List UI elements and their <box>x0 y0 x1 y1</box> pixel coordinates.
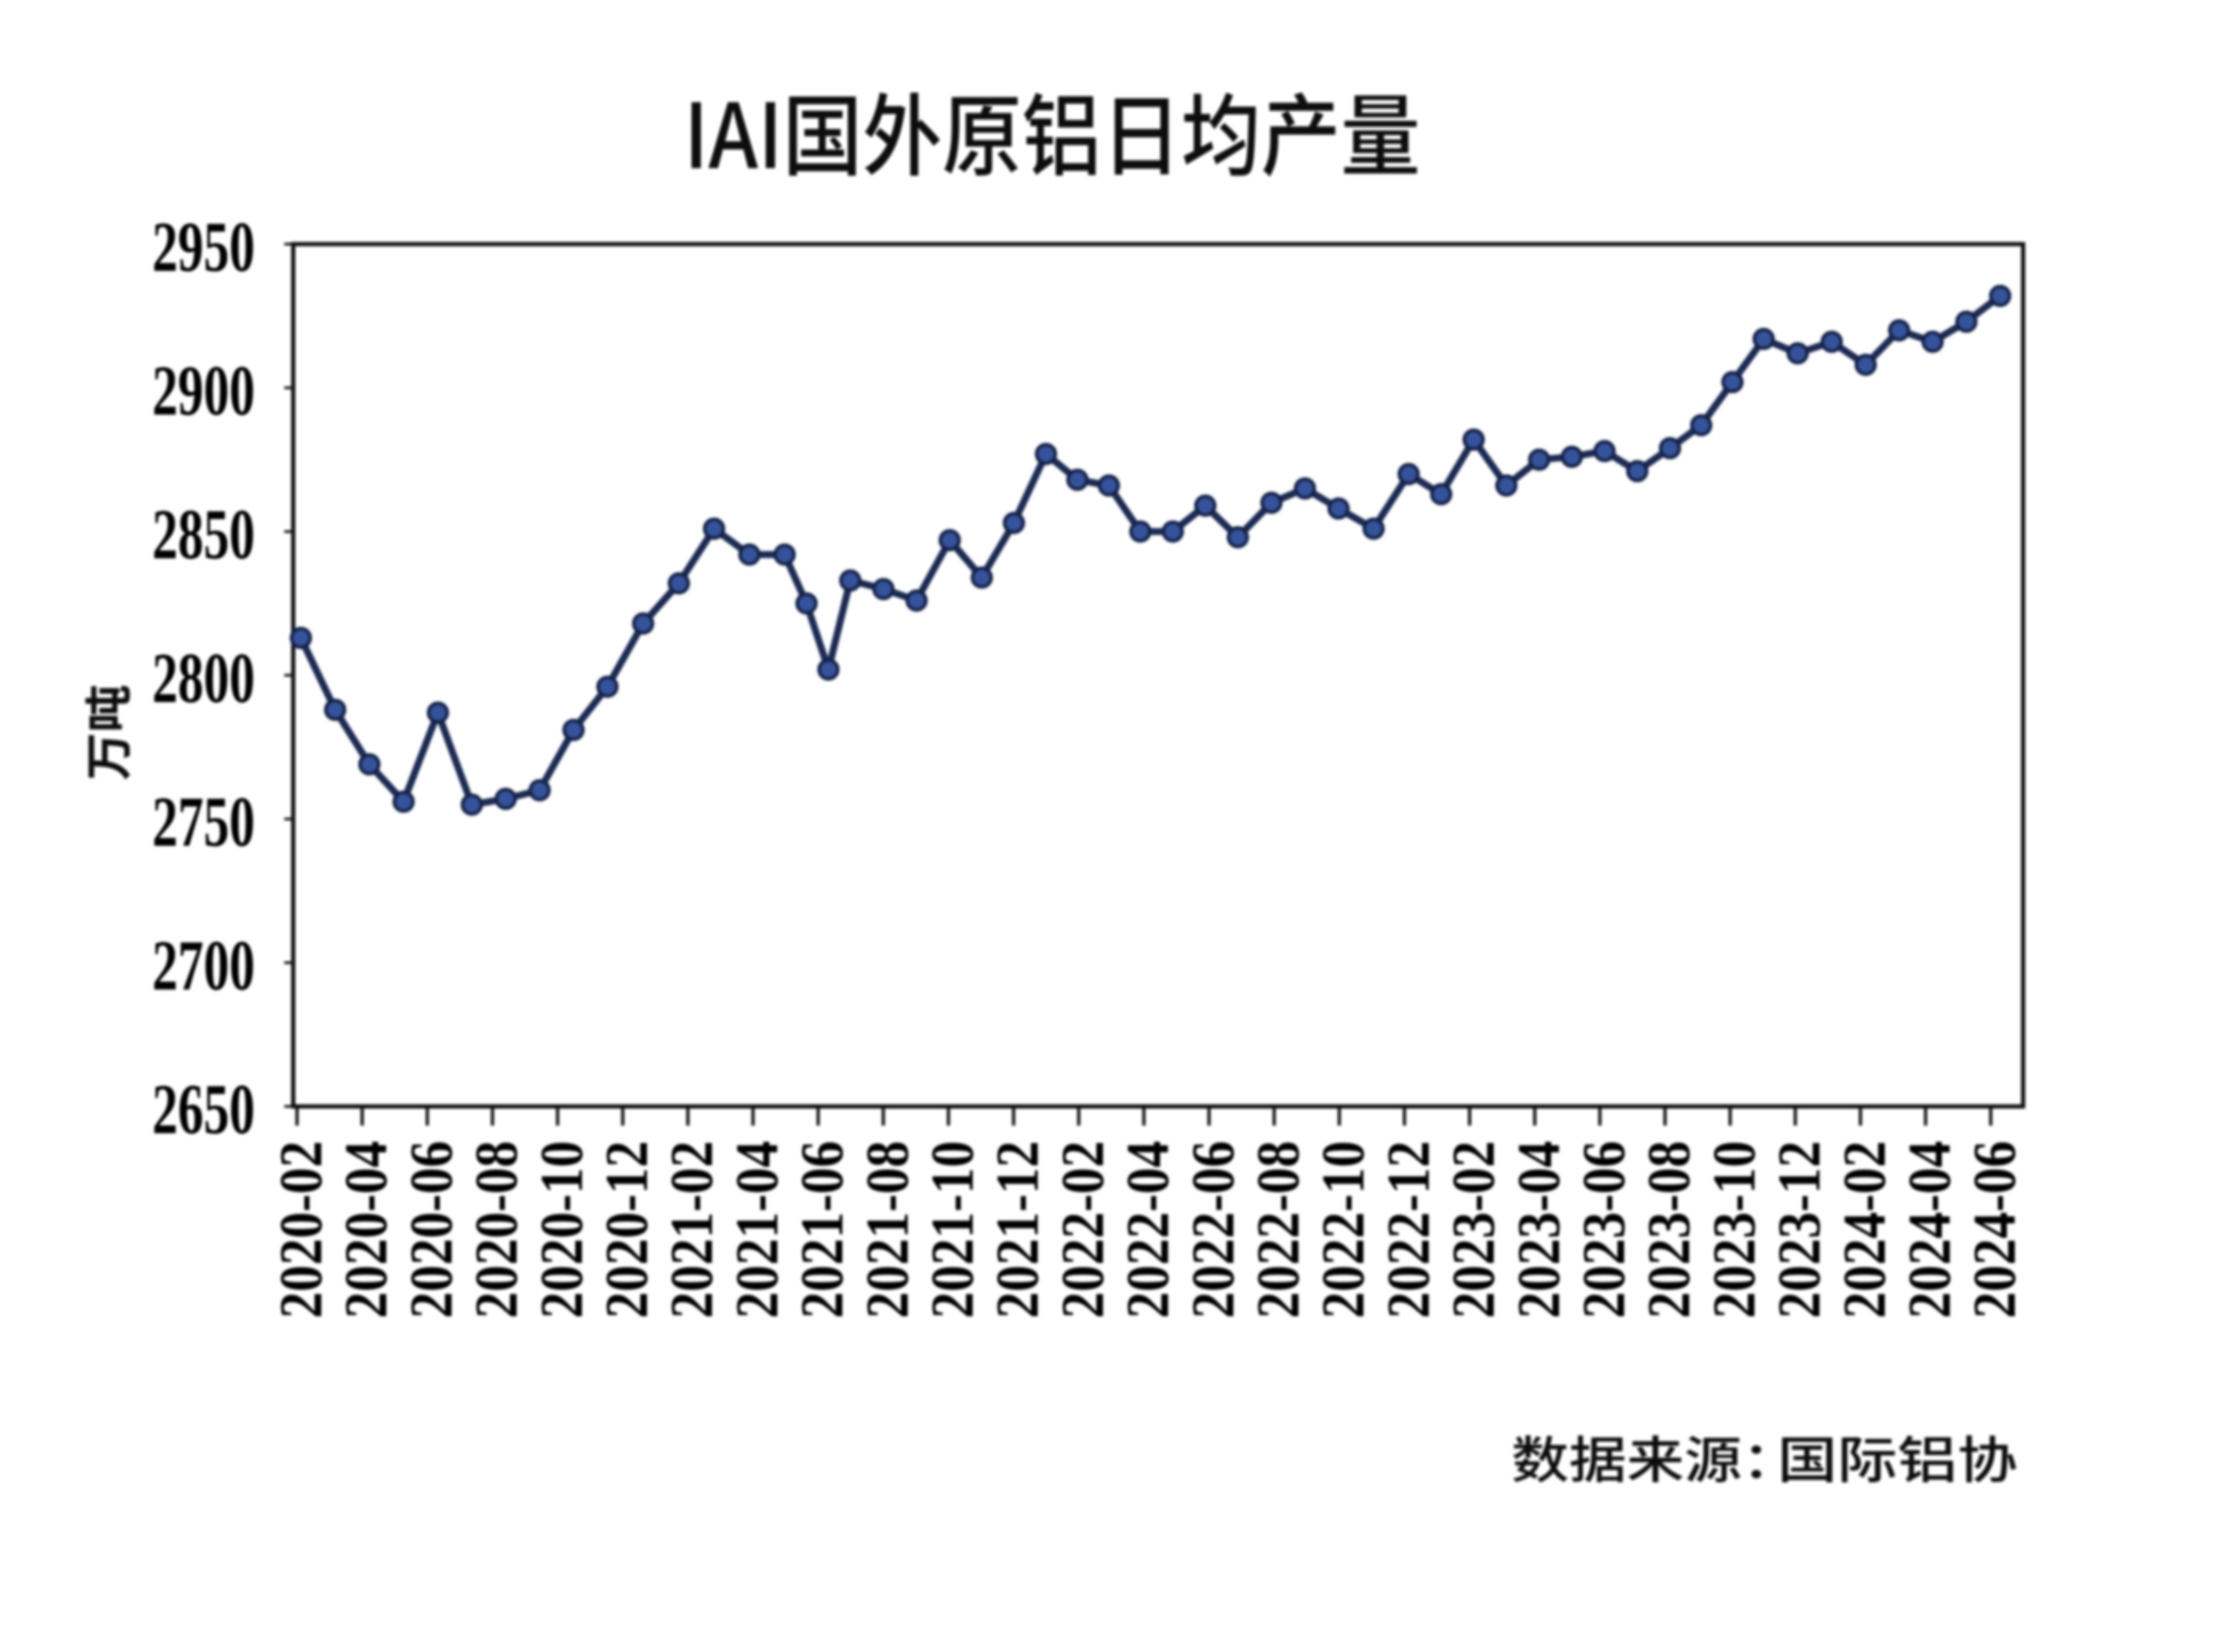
svg-text:2850: 2850 <box>152 495 255 574</box>
svg-text:2950: 2950 <box>152 208 255 287</box>
svg-text:2023-02: 2023-02 <box>1441 1141 1507 1319</box>
svg-text:2020-02: 2020-02 <box>268 1141 335 1319</box>
svg-text:2023-08: 2023-08 <box>1636 1141 1702 1319</box>
svg-text:2021-10: 2021-10 <box>919 1141 986 1319</box>
svg-text:2650: 2650 <box>152 1070 255 1149</box>
svg-text:2022-02: 2022-02 <box>1050 1141 1117 1319</box>
svg-text:2700: 2700 <box>152 927 255 1006</box>
svg-text:2750: 2750 <box>152 783 255 862</box>
svg-text:2022-12: 2022-12 <box>1376 1141 1442 1319</box>
svg-text:2022-04: 2022-04 <box>1115 1141 1182 1319</box>
svg-text:2021-02: 2021-02 <box>658 1141 725 1319</box>
svg-text:2022-06: 2022-06 <box>1180 1141 1247 1319</box>
svg-text:2020-04: 2020-04 <box>333 1141 400 1319</box>
svg-text:2020-12: 2020-12 <box>593 1141 660 1319</box>
svg-text:2022-08: 2022-08 <box>1245 1141 1312 1319</box>
svg-text:2020-06: 2020-06 <box>398 1141 465 1319</box>
svg-text:2023-06: 2023-06 <box>1571 1141 1637 1319</box>
svg-text:2024-06: 2024-06 <box>1961 1141 2028 1319</box>
svg-text:2020-10: 2020-10 <box>528 1141 595 1319</box>
svg-text:2023-04: 2023-04 <box>1506 1141 1572 1319</box>
svg-text:2022-10: 2022-10 <box>1310 1141 1377 1319</box>
svg-text:2024-04: 2024-04 <box>1896 1141 1963 1319</box>
svg-text:2021-08: 2021-08 <box>854 1141 921 1319</box>
svg-text:2800: 2800 <box>152 639 255 718</box>
svg-text:2020-08: 2020-08 <box>463 1141 530 1319</box>
svg-text:2021-06: 2021-06 <box>789 1141 856 1319</box>
svg-text:2021-12: 2021-12 <box>984 1141 1051 1319</box>
svg-text:2021-04: 2021-04 <box>724 1141 791 1319</box>
svg-text:2024-02: 2024-02 <box>1831 1141 1898 1319</box>
svg-text:2900: 2900 <box>152 352 255 431</box>
svg-text:2023-12: 2023-12 <box>1766 1141 1833 1319</box>
svg-text:2023-10: 2023-10 <box>1701 1141 1768 1319</box>
